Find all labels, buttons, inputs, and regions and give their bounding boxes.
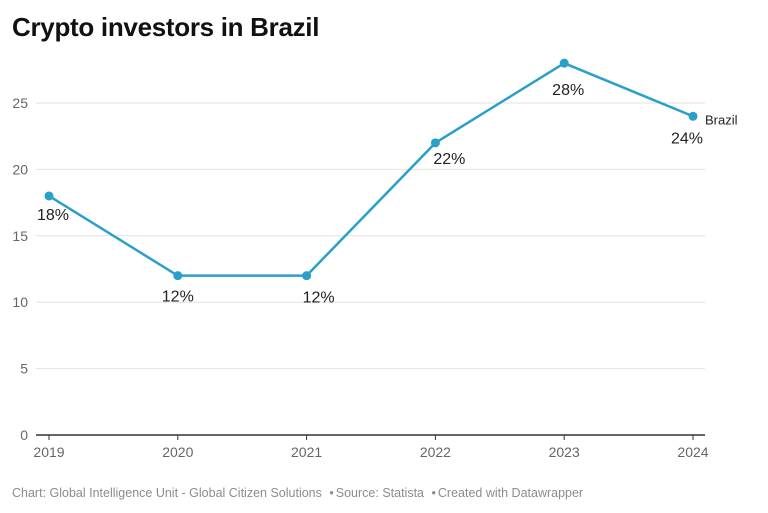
separator-dot: • [431,486,436,500]
x-tick-label: 2021 [291,444,322,460]
series-name-label: Brazil [705,112,738,127]
series-layer: 18% 12% 12% 22% 28% 24%Brazil [37,58,738,307]
data-point [173,271,183,281]
x-tick-label: 2023 [549,444,580,460]
x-tick-label: 2019 [33,444,64,460]
chart-credit: Chart: Global Intelligence Unit - Global… [12,486,322,500]
data-point [688,111,698,121]
y-axis-ticks: 0 5 10 15 20 25 [12,95,28,443]
x-tick-label: 2020 [162,444,193,460]
y-tick-label: 25 [12,95,28,111]
y-tick-label: 5 [20,361,28,377]
data-label: 24% [671,130,703,147]
x-axis-ticks: 2019 2020 2021 2022 2023 2024 [33,435,709,460]
x-tick-label: 2024 [677,444,708,460]
datawrapper-link[interactable]: Created with Datawrapper [437,486,584,500]
data-label: 12% [303,290,335,307]
y-tick-label: 0 [20,427,28,443]
x-tick-label: 2022 [420,444,451,460]
series-line-brazil [48,61,694,277]
source-link[interactable]: Source: Statista [335,486,425,500]
chart-title: Crypto investors in Brazil [12,12,320,42]
y-tick-label: 20 [12,161,28,177]
data-label: 28% [552,82,584,99]
data-point [430,138,440,148]
data-label: 22% [433,151,465,168]
data-point [302,271,312,281]
data-label: 18% [37,207,69,224]
data-point [559,58,569,68]
data-label: 12% [162,289,194,306]
y-tick-label: 10 [12,294,28,310]
data-point [44,191,54,201]
y-tick-label: 15 [12,228,28,244]
grid-lines [36,102,705,436]
chart-footer: Chart: Global Intelligence Unit - Global… [12,486,583,500]
separator-dot: • [329,486,334,500]
